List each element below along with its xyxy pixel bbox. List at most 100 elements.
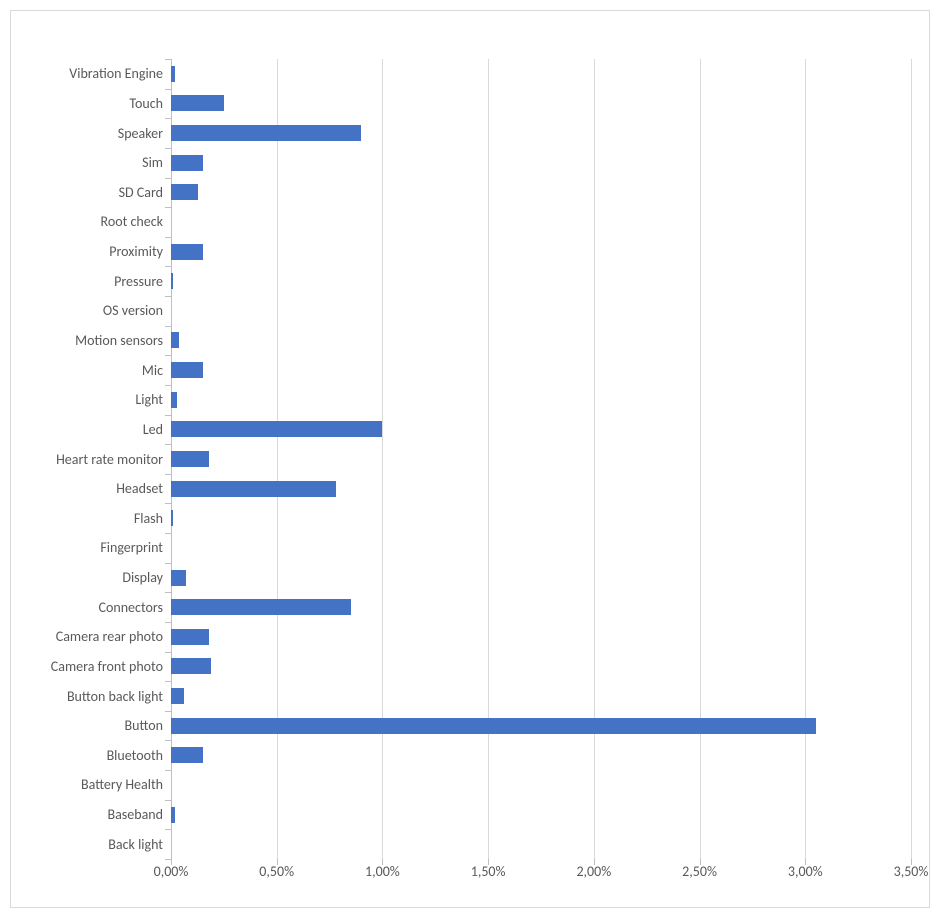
category-label: Fingerprint [100,539,163,556]
y-tick [165,770,171,771]
bar [171,599,351,615]
y-tick [165,681,171,682]
category-label: Motion sensors [75,332,163,349]
bar [171,66,175,82]
category-label: Connectors [99,599,164,616]
bar [171,125,361,141]
bar-row: Camera front photo [171,658,911,674]
y-tick [165,207,171,208]
category-label: Root check [101,213,163,230]
category-label: Sim [142,154,163,171]
bar [171,184,198,200]
bar-row: Touch [171,95,911,111]
category-label: Flash [134,510,163,527]
x-axis-tick-label: 2,00% [576,863,611,880]
category-label: Headset [116,480,163,497]
y-tick [165,296,171,297]
category-label: Button back light [67,688,163,705]
bar-row: Display [171,570,911,586]
y-tick [165,740,171,741]
x-axis-tick-label: 2,50% [682,863,717,880]
y-tick [165,563,171,564]
bar-row: Button back light [171,688,911,704]
category-label: Camera rear photo [56,628,163,645]
bar [171,332,179,348]
y-tick [165,148,171,149]
category-label: Vibration Engine [69,65,163,82]
bar-row: Headset [171,481,911,497]
category-label: Heart rate monitor [56,451,163,468]
y-tick [165,622,171,623]
x-axis-tick-label: 3,50% [894,863,929,880]
bar [171,629,209,645]
category-label: SD Card [119,184,163,201]
bar [171,155,203,171]
gridline [911,59,912,859]
bar-row: Mic [171,362,911,378]
y-tick [165,652,171,653]
category-label: Display [122,569,163,586]
bar-row: Pressure [171,273,911,289]
y-tick [165,503,171,504]
x-axis-tick-label: 0,00% [154,863,189,880]
y-tick [165,355,171,356]
bar [171,392,177,408]
bar [171,807,175,823]
bar [171,747,203,763]
y-tick [165,711,171,712]
x-axis-tick-label: 3,00% [788,863,823,880]
x-axis-labels: 0,00%0,50%1,00%1,50%2,00%2,50%3,00%3,50% [171,863,911,893]
category-label: Mic [142,362,163,379]
category-label: Speaker [118,125,163,142]
y-tick [165,474,171,475]
y-tick [165,415,171,416]
category-label: Proximity [109,243,163,260]
y-tick [165,326,171,327]
category-label: Pressure [114,273,163,290]
bar [171,362,203,378]
y-tick [165,533,171,534]
bar [171,718,816,734]
category-label: Battery Health [81,776,163,793]
chart-container: Vibration Engine Touch Speaker Sim SD Card Ro… [10,10,930,908]
bar-row: Camera rear photo [171,629,911,645]
y-tick [165,385,171,386]
category-label: Led [143,421,163,438]
y-tick [165,444,171,445]
bar [171,658,211,674]
bar-row: Sim [171,155,911,171]
bar [171,451,209,467]
bar-row: Vibration Engine [171,66,911,82]
bar-row: Connectors [171,599,911,615]
bar-row: Led [171,421,911,437]
bar [171,570,186,586]
category-label: Button [125,717,163,734]
y-tick [165,118,171,119]
bar-row: SD Card [171,184,911,200]
y-tick [165,89,171,90]
bar-row: Flash [171,510,911,526]
bar-row: Button [171,718,911,734]
x-axis-tick-label: 1,00% [365,863,400,880]
bar [171,95,224,111]
bar-row: Motion sensors [171,332,911,348]
y-tick [165,859,171,860]
x-axis-tick-label: 0,50% [259,863,294,880]
bar-row: Root check [171,214,911,230]
y-tick [165,829,171,830]
bar-row: Proximity [171,244,911,260]
category-label: Back light [108,836,163,853]
bar [171,273,173,289]
bar [171,244,203,260]
x-axis-tick-label: 1,50% [471,863,506,880]
bar-row: Battery Health [171,777,911,793]
category-label: Bluetooth [107,747,163,764]
bar-row: Back light [171,836,911,852]
bar-row: Bluetooth [171,747,911,763]
bar-row: Light [171,392,911,408]
category-label: Baseband [107,806,163,823]
bar-row: OS version [171,303,911,319]
y-tick [165,59,171,60]
bar [171,481,336,497]
bar [171,421,382,437]
